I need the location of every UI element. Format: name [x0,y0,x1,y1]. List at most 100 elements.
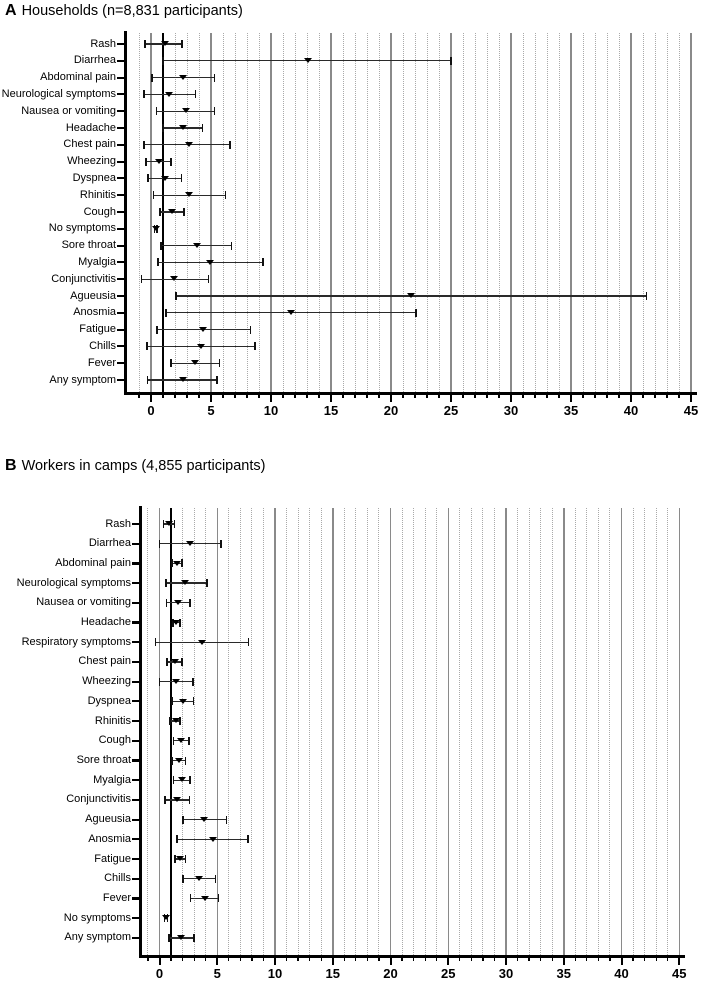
x-minor-tick [574,957,576,962]
x-minor-tick [528,957,530,962]
x-minor-tick [234,394,236,399]
x-minor-tick [343,957,345,962]
gridline-minor [309,508,311,955]
row-label: Sore throat [61,239,116,252]
row-axis-tick [116,93,125,96]
ci-cap-upper [217,894,220,903]
ci-cap-upper [216,376,218,384]
gridline-minor [378,33,380,392]
row-label: Neurological symptoms [16,576,131,589]
x-major-tick [447,957,450,965]
row-label: Chest pain [78,655,131,668]
x-major-tick [270,394,272,402]
gridline-minor [655,508,657,955]
row-axis-tick [131,798,140,802]
ci-cap-upper [201,124,204,132]
gridline-major [332,508,334,955]
row-label: Cough [98,734,131,747]
ci-cap-upper [254,342,256,351]
x-major-tick [620,957,623,965]
ci-cap-lower [189,894,192,903]
point-estimate-marker [185,142,194,148]
gridline-major [210,33,212,392]
gridline-major [158,508,161,955]
x-minor-tick [138,394,140,399]
point-estimate-marker [199,816,208,822]
gridline-minor [262,508,264,955]
row-axis-tick [131,621,140,624]
x-minor-tick [546,394,548,399]
ci-cap-upper [194,90,197,99]
point-estimate-marker [208,836,217,842]
ci-cap-lower [162,124,164,132]
ci-cap-upper [173,520,176,528]
x-minor-tick [401,957,403,962]
x-tick-label: 45 [683,403,699,418]
x-major-tick [678,957,681,965]
row-axis-tick [116,194,125,197]
x-tick-label: 5 [207,403,215,418]
row-axis-tick [116,110,125,113]
ci-cap-lower [175,292,177,300]
panel-a-letter: A [5,2,17,19]
ci-cap-lower [165,598,168,607]
gridline-minor [632,508,634,955]
x-tick-label: 25 [441,966,456,981]
row-label: Sore throat [76,754,131,767]
ci-cap-upper [179,717,182,726]
row-axis-tick [131,562,140,565]
x-minor-tick [193,957,195,962]
x-minor-tick [551,957,553,962]
row-label: No symptoms [63,911,131,924]
x-minor-tick [246,394,248,399]
ci-cap-lower [155,107,158,116]
row-label: Anosmia [88,832,131,845]
point-estimate-marker [190,360,199,366]
x-minor-tick [654,394,656,399]
x-major-tick [210,394,212,402]
row-label: Any symptom [64,931,131,944]
ci-cap-lower [140,275,143,284]
x-minor-tick [424,957,426,962]
point-estimate-marker [185,192,194,198]
ci-cap-lower [164,795,167,804]
point-estimate-marker [205,259,214,265]
row-label: Chest pain [63,138,116,151]
x-major-tick [570,394,572,402]
ci-cap-lower [143,140,145,149]
x-minor-tick [342,394,344,399]
gridline-minor [414,33,416,392]
x-minor-tick [309,957,311,962]
panel-a-title-text: Households (n=8,831 participants) [21,3,243,19]
ci-cap-lower [152,191,155,200]
reference-line [169,508,173,955]
gridline-minor [402,33,404,392]
row-label: Dyspnea [87,694,131,707]
row-label: Conjunctivitis [51,272,116,285]
gridline-major [678,508,680,955]
ci-cap-lower [147,174,149,183]
row-axis-tick [116,378,125,382]
point-estimate-marker [154,158,163,164]
gridline-minor [343,508,345,955]
x-minor-tick [297,957,299,962]
x-tick-label: 15 [323,403,339,418]
ci-cap-lower [174,855,176,864]
x-minor-tick [498,394,500,399]
row-label: Conjunctivitis [66,793,131,806]
gridline-minor [528,508,530,955]
ci-cap-upper [184,855,187,864]
ci-cap-upper [192,697,195,706]
x-tick-label: 5 [213,966,221,981]
gridline-minor [318,33,320,392]
gridline-major [270,33,272,392]
x-minor-tick [181,957,184,962]
ci-cap-lower [182,815,184,824]
x-minor-tick [251,957,253,962]
ci-cap-lower [172,776,175,785]
gridline-minor [282,33,284,392]
row-axis-tick [131,838,140,841]
x-minor-tick [366,394,368,399]
x-minor-tick [642,394,644,399]
gridline-major [330,33,332,392]
